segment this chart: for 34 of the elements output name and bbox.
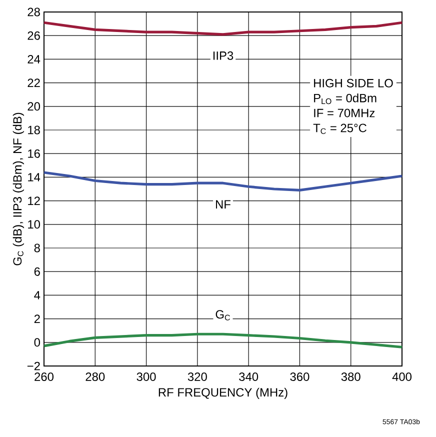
series-label: IIP3 [213,51,234,60]
x-tick-label: 300 [136,372,156,381]
y-tick-label: 28 [28,8,40,16]
x-tick-label: 360 [290,372,310,381]
x-axis-title: RF FREQUENCY (MHz) [158,388,288,399]
y-tick-label: 16 [28,149,40,158]
y-tick-label: 0 [34,338,40,347]
annotation: IF = 70MHz [314,108,375,118]
annotation: HIGH SIDE LO [314,78,393,88]
y-tick-label: −2 [27,362,40,370]
line-series [42,171,404,192]
x-tick-label: 400 [392,372,412,381]
y-tick-label: 12 [28,196,40,205]
y-tick-label: 8 [34,244,40,252]
y-axis-title: G$_{C}$ (dB), IIP3 (dBm), NF (dB) [12,112,24,266]
y-tick-label: 10 [28,220,40,229]
y-tick-label: 4 [34,291,40,300]
x-tick-label: 380 [341,372,360,381]
y-tick-label: 6 [34,267,40,276]
x-tick-label: 340 [239,372,258,381]
y-tick-label: 20 [28,102,40,111]
annotation: T$_{C}$ = 25°C [313,124,366,134]
x-tick-label: 260 [34,372,54,381]
y-tick-label: 14 [28,173,40,182]
y-tick-label: 24 [28,55,40,64]
y-tick-label: 18 [28,126,40,134]
y-tick-label: 26 [28,31,40,40]
series-label: G$_{C}$ [216,310,230,320]
x-tick-label: 320 [188,372,207,381]
annotation: P$_{LO}$ = 0dBm [314,94,376,104]
x-tick-label: 280 [86,372,105,381]
series-label: NF [216,200,230,208]
y-tick-label: 2 [34,314,40,323]
y-tick-label: 22 [28,78,40,87]
